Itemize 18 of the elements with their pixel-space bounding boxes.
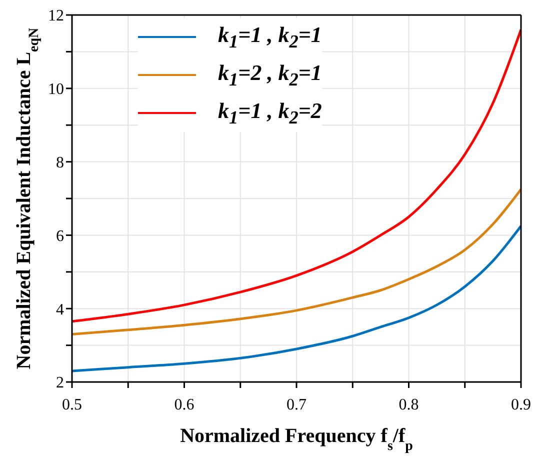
y-tick-label: 8 bbox=[56, 154, 64, 172]
y-tick-label: 2 bbox=[56, 374, 64, 392]
x-axis-title: Normalized Frequency f$_{s}$/f$_{p}$ bbox=[180, 425, 414, 454]
legend-label: k$_{1}$=1 , k$_{2}$=1 bbox=[218, 22, 322, 52]
y-tick-label: 10 bbox=[48, 81, 64, 98]
y-tick-label: 4 bbox=[56, 301, 64, 318]
x-tick-label: 0.6 bbox=[174, 396, 194, 414]
line-series bbox=[72, 188, 521, 336]
x-tick-label: 0.8 bbox=[398, 396, 419, 414]
legend-label: k$_{1}$=2 , k$_{2}$=1 bbox=[218, 60, 322, 90]
x-tick-label: 0.9 bbox=[511, 396, 531, 414]
line-series bbox=[72, 224, 521, 372]
y-tick-label: 12 bbox=[48, 8, 64, 25]
x-tick-label: 0.7 bbox=[286, 396, 306, 414]
legend-label: k$_{1}$=1 , k$_{2}$=2 bbox=[218, 98, 322, 128]
x-tick-label: 0.5 bbox=[62, 396, 82, 414]
line-series bbox=[72, 28, 521, 323]
y-tick-label: 6 bbox=[56, 228, 64, 245]
